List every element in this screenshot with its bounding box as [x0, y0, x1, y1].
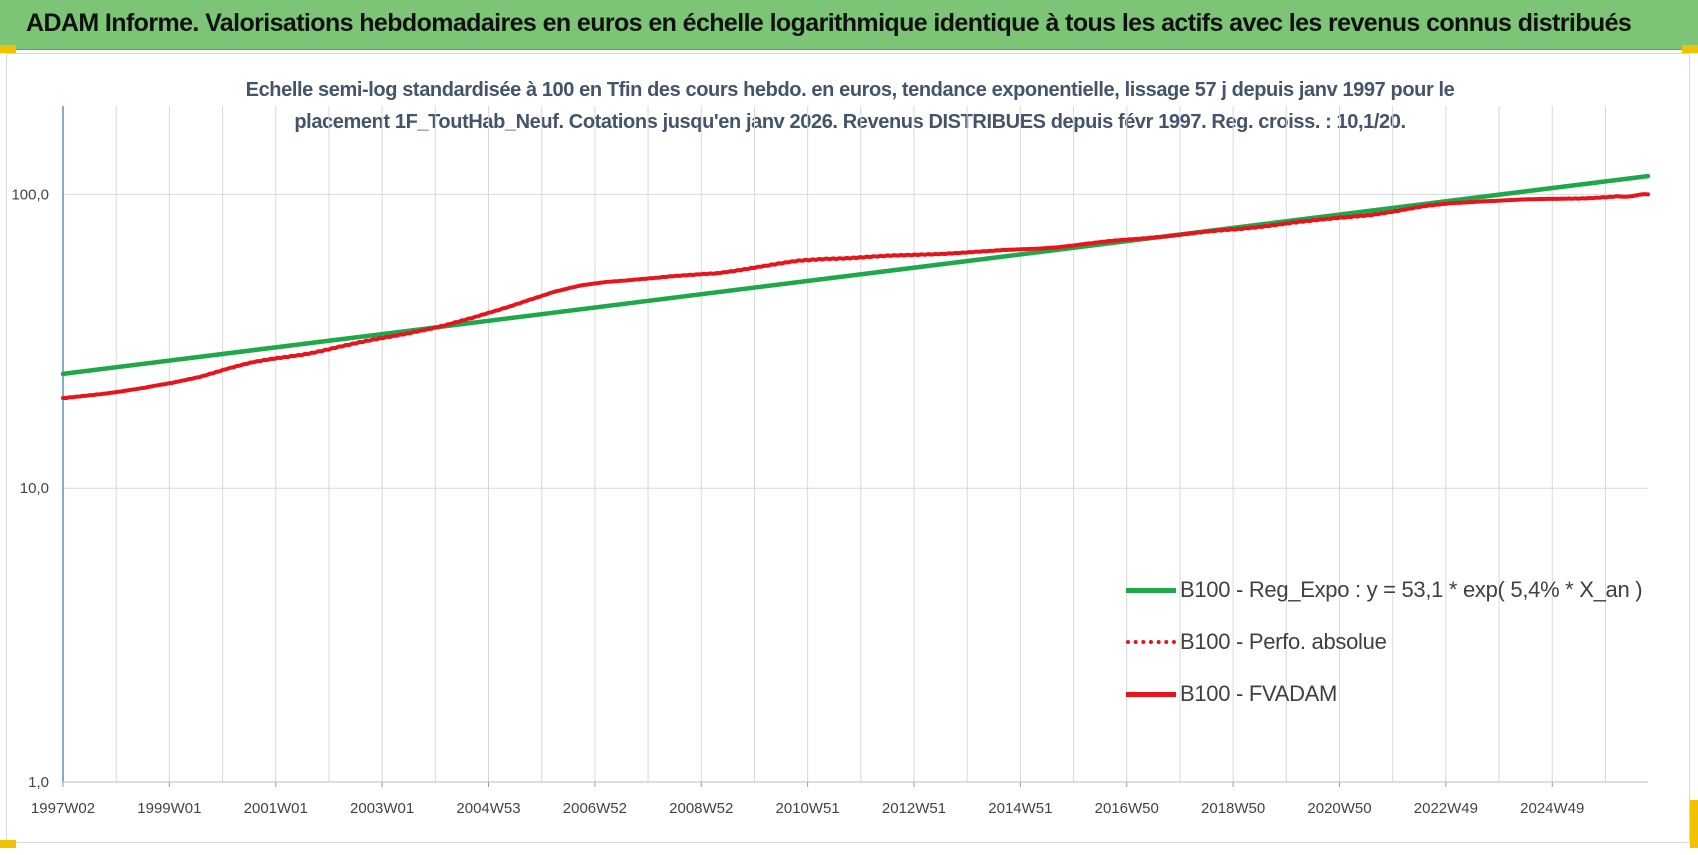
chart-frame [6, 53, 1690, 843]
banner-title: ADAM Informe. Valorisations hebdomadaire… [26, 9, 1632, 37]
legend-item-perfo-absolue: B100 - Perfo. absolue [1126, 616, 1642, 668]
x-tick-label: 2008W52 [669, 800, 733, 817]
legend-label-perfo-absolue: B100 - Perfo. absolue [1180, 629, 1387, 654]
series-line-0 [60, 173, 1651, 377]
title-banner: ADAM Informe. Valorisations hebdomadaire… [0, 0, 1698, 50]
y-tick-label: 100,0 [11, 186, 49, 203]
x-tick-label: 2016W50 [1095, 800, 1159, 817]
corner-marker-top-left [0, 45, 16, 53]
chart-subtitle-line1: Echelle semi-log standardisée à 100 en T… [245, 79, 1455, 101]
x-tick-label: 2006W52 [563, 800, 627, 817]
corner-marker-bottom-right [1690, 800, 1698, 848]
x-tick-label: 2014W51 [988, 800, 1052, 817]
x-tick-label: 2020W50 [1307, 800, 1371, 817]
x-tick-label: 2022W49 [1414, 800, 1478, 817]
legend-swatch-red-dotted [1126, 640, 1176, 644]
x-tick-label: 1997W02 [31, 800, 95, 817]
x-tick-label: 2018W50 [1201, 800, 1265, 817]
x-tick-label: 2004W53 [456, 800, 520, 817]
x-tick-label: 2012W51 [882, 800, 946, 817]
x-tick-label: 2003W01 [350, 800, 414, 817]
axes [62, 106, 1648, 787]
legend-label-reg-expo: B100 - Reg_Expo : y = 53,1 * exp( 5,4% *… [1180, 577, 1643, 602]
x-tick-labels: 1997W02 1999W01 2001W01 2003W01 2004W53 2006W… [31, 800, 1584, 817]
series-lines [60, 173, 1651, 400]
legend-item-fvadam: B100 - FVADAM [1126, 668, 1642, 720]
corner-marker-top-right [1682, 45, 1698, 53]
y-tick-label: 1,0 [28, 774, 49, 791]
x-tick-label: 2024W49 [1520, 800, 1584, 817]
chart-subtitle-line2: placement 1F_ToutHab_Neuf. Cotations jus… [294, 111, 1406, 133]
legend-swatch-red [1126, 691, 1176, 697]
x-tick-label: 2001W01 [244, 800, 308, 817]
chart-legend: B100 - Reg_Expo : y = 53,1 * exp( 5,4% *… [1126, 564, 1643, 720]
x-tick-label: 1999W01 [137, 800, 201, 817]
x-tick-label: 2010W51 [776, 800, 840, 817]
legend-label-fvadam: B100 - FVADAM [1180, 681, 1338, 706]
y-tick-labels: 1,0 10,0 100,0 [11, 186, 49, 791]
chart-subtitle: Echelle semi-log standardisée à 100 en T… [150, 74, 1550, 138]
series-line-2 [61, 192, 1650, 400]
grid-lines [62, 106, 1648, 783]
legend-swatch-green [1126, 587, 1176, 593]
legend-item-reg-expo: B100 - Reg_Expo : y = 53,1 * exp( 5,4% *… [1126, 564, 1643, 616]
y-tick-label: 10,0 [20, 480, 49, 497]
corner-marker-bottom-left [0, 840, 16, 848]
